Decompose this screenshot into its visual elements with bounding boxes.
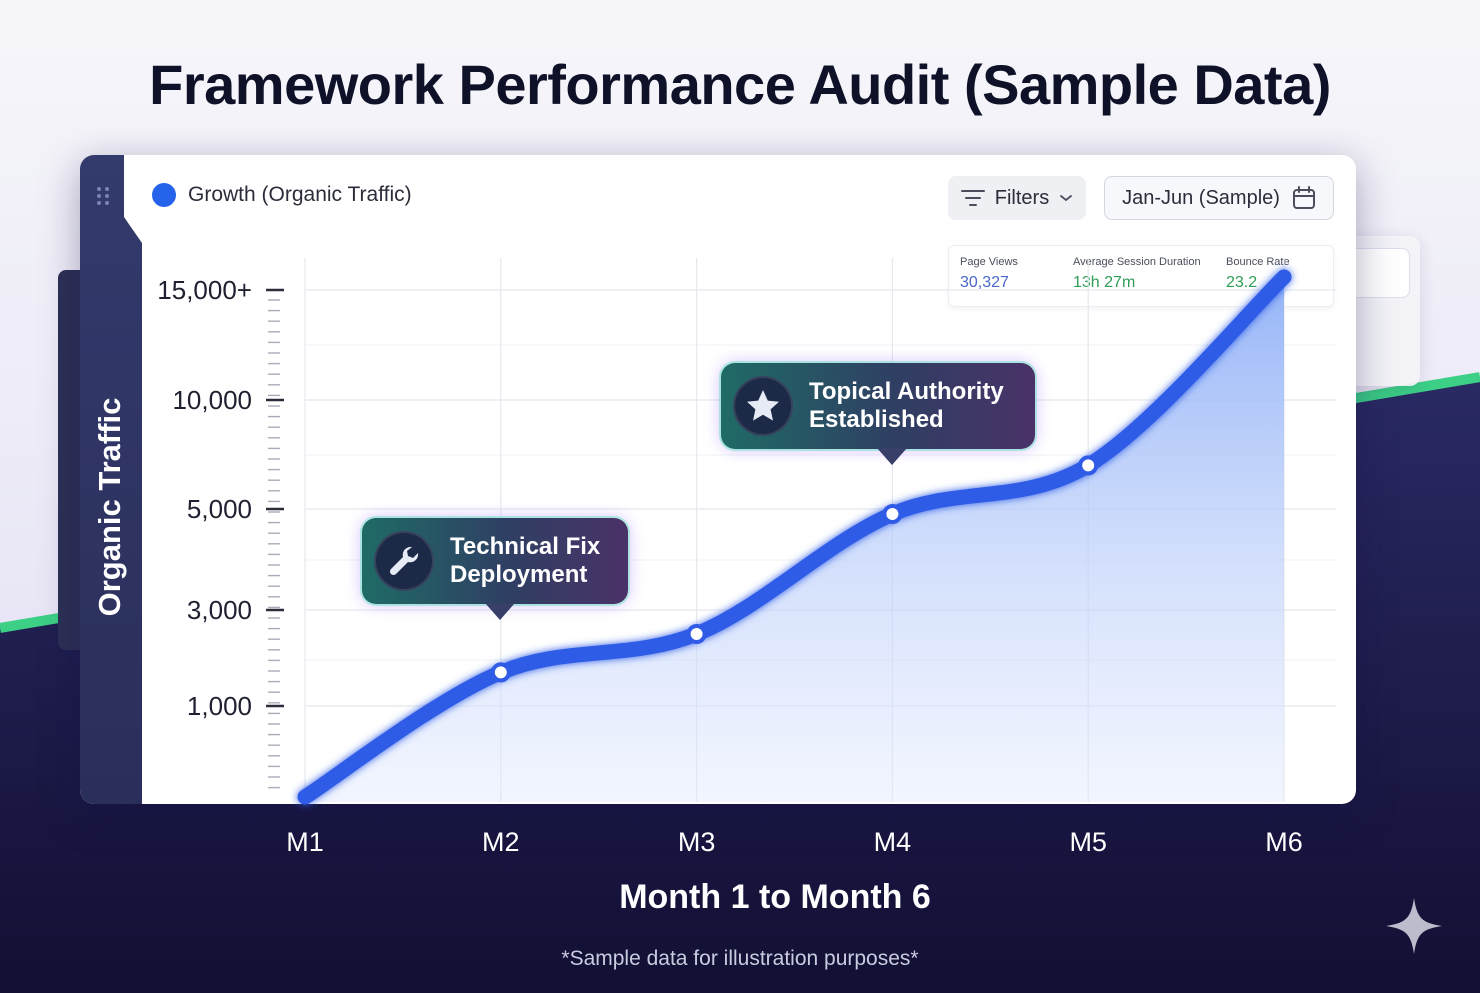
filters-button[interactable]: Filters [948, 176, 1086, 220]
annotation-line: Established [809, 406, 944, 433]
annotation-topical-authority: Topical Authority Established [721, 363, 1035, 449]
x-tick-label: M3 [678, 827, 716, 857]
metric-page-views: Page Views 30,327 [960, 256, 1018, 291]
data-point [1078, 455, 1099, 476]
annotation-pointer [485, 603, 515, 620]
metric-value: 23.2 [1226, 274, 1258, 291]
annotation-line: Technical Fix [450, 533, 601, 560]
y-tick-label: 1,000 [187, 691, 252, 721]
data-point [882, 504, 903, 525]
x-axis-title: Month 1 to Month 6 [619, 878, 931, 916]
y-tick-label: 10,000 [172, 385, 252, 415]
wrench-icon [374, 531, 434, 591]
data-point [490, 662, 511, 683]
date-range-picker[interactable]: Jan-Jun (Sample) [1104, 176, 1334, 220]
annotation-line: Topical Authority [809, 378, 1004, 405]
metric-bounce-rate: Bounce Rate 23.2 [1226, 256, 1290, 291]
sparkle-icon [1386, 898, 1442, 954]
annotation-pointer [877, 448, 907, 465]
side-panel: Organic Traffic [80, 155, 142, 804]
filters-label: Filters [994, 186, 1050, 209]
legend-swatch [152, 183, 176, 207]
y-tick-label: 15,000+ [157, 275, 252, 305]
footnote: *Sample data for illustration purposes* [561, 947, 919, 970]
x-tick-label: M2 [482, 827, 520, 857]
annotation-technical-fix: Technical Fix Deployment [362, 518, 628, 604]
data-point [686, 624, 707, 644]
series-line [297, 269, 1292, 805]
filter-icon [960, 190, 985, 206]
metric-value: 30,327 [960, 274, 1009, 291]
x-tick-label: M4 [874, 827, 912, 857]
chevron-down-icon [1060, 195, 1073, 202]
x-tick-label: M1 [286, 827, 324, 857]
annotation-line: Deployment [450, 561, 588, 588]
date-range-label: Jan-Jun (Sample) [1122, 186, 1280, 209]
legend-label: Growth (Organic Traffic) [188, 183, 412, 206]
series-area [305, 277, 1284, 802]
drag-handle-icon[interactable] [95, 185, 111, 207]
x-tick-label: M6 [1265, 827, 1303, 857]
page-title: Framework Performance Audit (Sample Data… [149, 53, 1331, 116]
calendar-icon [1292, 186, 1315, 209]
y-tick-label: 3,000 [187, 595, 252, 625]
y-tick-label: 5,000 [187, 494, 252, 524]
x-tick-label: M5 [1069, 827, 1107, 857]
legend: Growth (Organic Traffic) [152, 183, 412, 207]
star-icon [733, 376, 793, 436]
